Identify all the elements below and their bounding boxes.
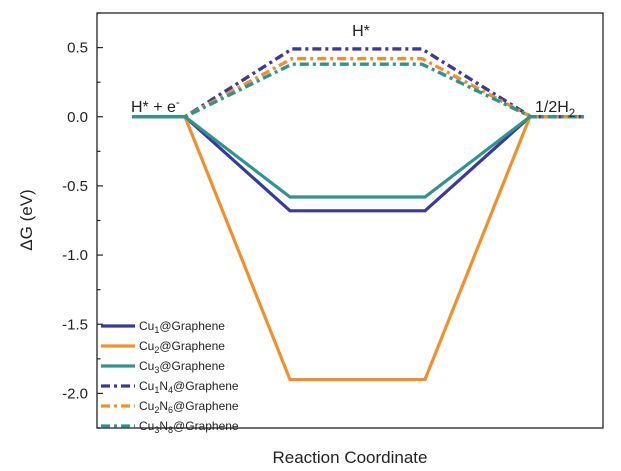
legend-label: Cu1N4@Graphene [139, 379, 239, 395]
state-label-0: H* + e- [131, 97, 180, 116]
series-line-cu3n8-at-graphene [132, 62, 584, 119]
state-label-1: H* [352, 23, 370, 40]
y-tick-label: 0.5 [67, 40, 88, 57]
y-axis-title: ΔG (eV) [17, 189, 36, 250]
legend-label: Cu2@Graphene [139, 339, 225, 355]
legend-label: Cu1@Graphene [139, 319, 225, 335]
series-layer [132, 47, 584, 382]
y-axis-ticks: 0.5 0.0 -0.5 -1.0 -1.5 -2.0 [62, 12, 103, 429]
y-tick-label: -2.0 [62, 385, 88, 402]
state-labels: H* + e- H* 1/2H2 [131, 23, 575, 120]
legend-label: Cu2N6@Graphene [139, 399, 239, 415]
y-tick-label: -0.5 [62, 178, 88, 195]
y-tick-label: 0.0 [67, 109, 88, 126]
legend-label: Cu3@Graphene [139, 359, 225, 375]
y-tick-label: -1.5 [62, 316, 88, 333]
legend: Cu1@Graphene Cu2@Graphene Cu3@Graphene Cu1N… [101, 319, 239, 435]
state-label-2: 1/2H2 [535, 99, 575, 120]
x-axis-title: Reaction Coordinate [273, 448, 428, 467]
legend-label: Cu3N8@Graphene [139, 419, 239, 435]
y-tick-label: -1.0 [62, 247, 88, 264]
